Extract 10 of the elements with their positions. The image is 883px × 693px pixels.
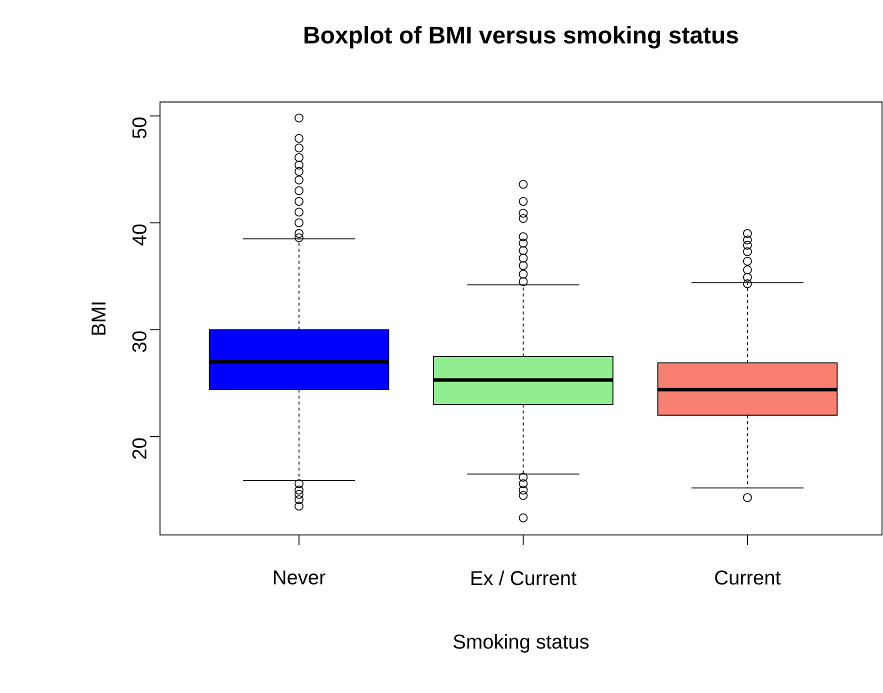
x-tick-label: Never [274, 570, 326, 584]
y-tick-label: 50 [132, 118, 146, 138]
y-tick-label: 40 [132, 224, 146, 246]
x-tick-label: Ex / Current [472, 570, 576, 586]
chart-title: Boxplot of BMI versus smoking status [304, 26, 738, 48]
y-axis-title: BMI [92, 302, 106, 335]
y-tick-label: 30 [132, 331, 146, 352]
x-tick-label: Current [715, 570, 781, 585]
x-axis-title: Smoking status [454, 634, 589, 653]
y-tick-label: 20 [132, 438, 146, 459]
